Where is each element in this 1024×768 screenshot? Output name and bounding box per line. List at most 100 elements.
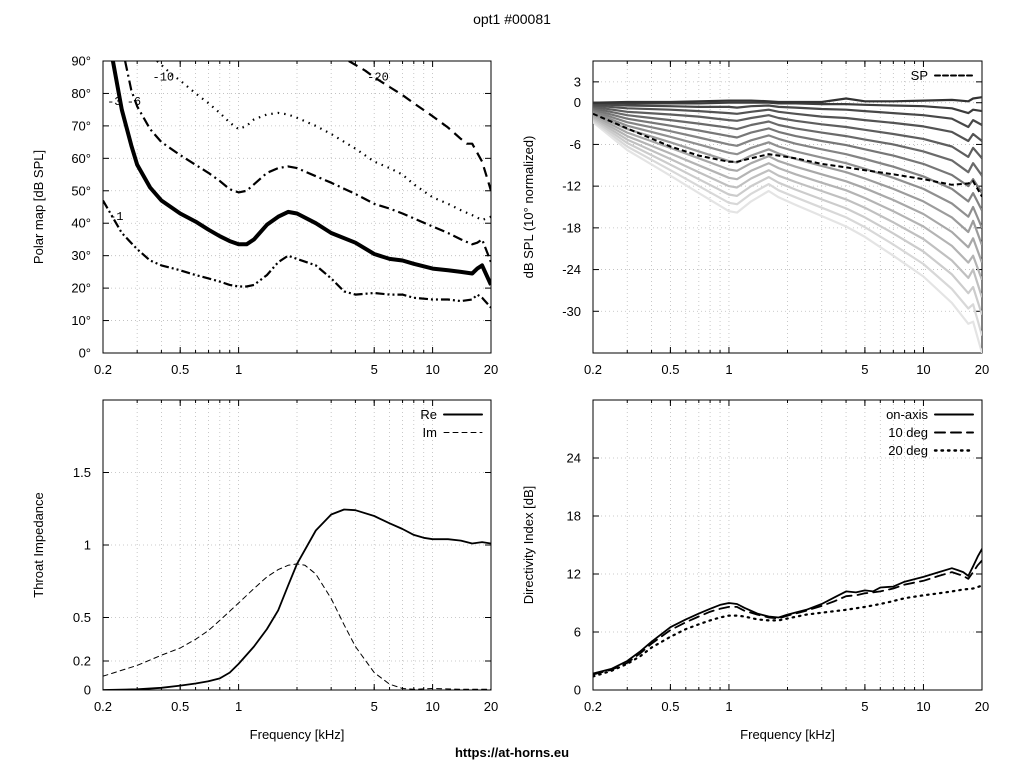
contour-label: -3 bbox=[107, 95, 121, 109]
contour-line bbox=[110, 61, 491, 286]
x-tick-label: 0.2 bbox=[94, 362, 112, 377]
series-line bbox=[103, 563, 491, 690]
x-tick-label: 10 bbox=[425, 362, 439, 377]
y-tick-label: 70° bbox=[71, 118, 91, 133]
x-axis-label: Frequency [kHz] bbox=[250, 727, 345, 742]
plot-area bbox=[103, 508, 491, 690]
plot-area bbox=[593, 548, 982, 678]
spl-curve bbox=[593, 111, 982, 229]
contour-label: -20 bbox=[367, 70, 389, 84]
contour-label: -6 bbox=[127, 95, 141, 109]
sp-curve bbox=[593, 112, 982, 198]
spl-curve bbox=[593, 108, 982, 194]
x-tick-label: 0.2 bbox=[94, 699, 112, 714]
spl-curve bbox=[593, 101, 982, 115]
y-tick-label: 10° bbox=[71, 313, 91, 328]
spl-curve bbox=[593, 103, 982, 129]
y-tick-label: 12 bbox=[567, 567, 581, 582]
y-tick-label: 90° bbox=[71, 54, 91, 69]
y-tick-label: 80° bbox=[71, 86, 91, 101]
legend-entry: 20 deg bbox=[888, 443, 928, 458]
spl-curve bbox=[593, 105, 982, 160]
x-tick-label: 20 bbox=[975, 362, 989, 377]
spl-curve bbox=[593, 118, 982, 316]
x-tick-label: 20 bbox=[484, 699, 498, 714]
x-tick-label: 5 bbox=[861, 362, 868, 377]
x-tick-label: 0.5 bbox=[661, 699, 679, 714]
figure-title: opt1 #00081 bbox=[473, 11, 551, 27]
legend-entry: Im bbox=[423, 425, 437, 440]
y-tick-label: 1 bbox=[84, 538, 91, 553]
contour-label: -1 bbox=[109, 210, 123, 224]
x-tick-label: 5 bbox=[371, 699, 378, 714]
y-tick-label: 0.5 bbox=[73, 610, 91, 625]
y-tick-label: 50° bbox=[71, 183, 91, 198]
y-axis-label: Polar map [dB SPL] bbox=[31, 150, 46, 264]
y-tick-label: 3 bbox=[574, 74, 581, 89]
y-tick-label: 0 bbox=[84, 683, 91, 698]
series-line bbox=[593, 584, 982, 678]
y-tick-label: 0° bbox=[79, 346, 91, 361]
y-tick-label: 20° bbox=[71, 281, 91, 296]
x-tick-label: 1 bbox=[725, 699, 732, 714]
plot-area bbox=[103, 61, 491, 309]
spl-curve bbox=[593, 117, 982, 298]
footer-url[interactable]: https://at-horns.eu bbox=[455, 745, 569, 760]
x-tick-label: 10 bbox=[425, 699, 439, 714]
x-tick-label: 0.2 bbox=[584, 699, 602, 714]
y-tick-label: 60° bbox=[71, 151, 91, 166]
x-tick-label: 0.5 bbox=[661, 362, 679, 377]
x-tick-label: 1 bbox=[235, 699, 242, 714]
polar-map-plot: 0.2 0.5 1 5 10 20 0° 10° 20° 30° 40° 50° 60° 70° 80° 90… bbox=[31, 54, 498, 378]
y-tick-label: 24 bbox=[567, 451, 581, 466]
grid-lines bbox=[103, 400, 491, 690]
contour-line bbox=[156, 61, 491, 222]
x-tick-label: 20 bbox=[975, 699, 989, 714]
spl-curve bbox=[593, 110, 982, 212]
contour-label: -10 bbox=[153, 70, 175, 84]
legend-entry: SP bbox=[911, 68, 928, 83]
y-tick-label: 0 bbox=[574, 683, 581, 698]
legend-entry: on-axis bbox=[886, 407, 928, 422]
x-tick-label: 10 bbox=[916, 362, 930, 377]
y-tick-label: 0.2 bbox=[73, 654, 91, 669]
spl-curve bbox=[593, 104, 982, 143]
contour-line bbox=[124, 61, 491, 263]
x-tick-label: 0.2 bbox=[584, 362, 602, 377]
legend-entry: 10 deg bbox=[888, 425, 928, 440]
contour-line bbox=[103, 199, 491, 309]
x-tick-label: 0.5 bbox=[171, 699, 189, 714]
series-line bbox=[103, 508, 491, 690]
y-tick-label: -12 bbox=[562, 179, 581, 194]
spl-curve bbox=[593, 119, 982, 336]
x-tick-label: 20 bbox=[484, 362, 498, 377]
y-tick-label: 30° bbox=[71, 248, 91, 263]
x-tick-label: 10 bbox=[916, 699, 930, 714]
y-tick-label: 40° bbox=[71, 216, 91, 231]
y-axis-label: dB SPL (10° normalized) bbox=[521, 136, 536, 279]
y-tick-label: -30 bbox=[562, 304, 581, 319]
x-tick-label: 1 bbox=[235, 362, 242, 377]
contour-line bbox=[348, 61, 491, 192]
grid-lines bbox=[593, 400, 982, 690]
x-tick-label: 5 bbox=[371, 362, 378, 377]
y-tick-label: 1.5 bbox=[73, 465, 91, 480]
y-tick-label: -18 bbox=[562, 220, 581, 235]
y-axis-label: Directivity Index [dB] bbox=[521, 486, 536, 605]
x-tick-label: 0.5 bbox=[171, 362, 189, 377]
legend-entry: Re bbox=[420, 407, 437, 422]
x-axis-label: Frequency [kHz] bbox=[740, 727, 835, 742]
series-line bbox=[593, 559, 982, 676]
spl-curve bbox=[593, 115, 982, 281]
x-tick-label: 1 bbox=[725, 362, 732, 377]
y-tick-label: 0 bbox=[574, 95, 581, 110]
spl-curve bbox=[593, 114, 982, 263]
spl-curve bbox=[593, 107, 982, 177]
grid-lines bbox=[103, 61, 491, 353]
y-tick-label: -6 bbox=[569, 137, 581, 152]
spl-curve bbox=[593, 96, 982, 104]
x-tick-label: 5 bbox=[861, 699, 868, 714]
